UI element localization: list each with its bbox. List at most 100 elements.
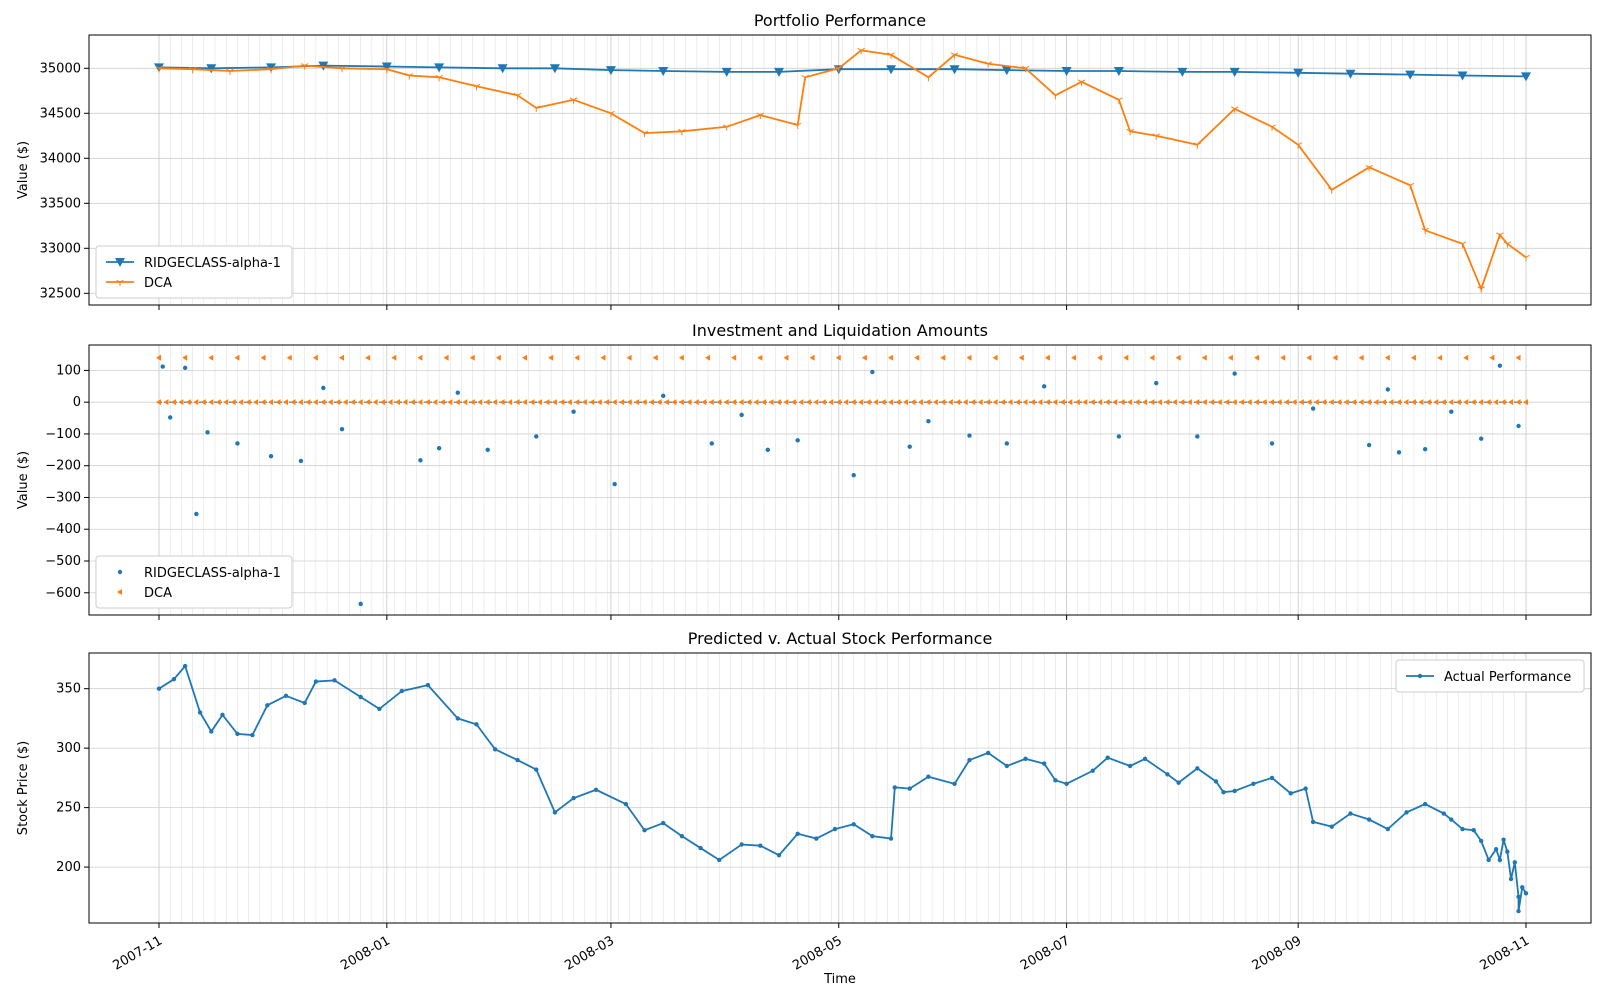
data-point	[1449, 409, 1454, 414]
data-point	[967, 433, 972, 438]
data-point	[1127, 763, 1133, 769]
data-point	[761, 399, 767, 406]
data-point	[798, 399, 804, 406]
data-point	[1418, 399, 1424, 406]
data-point	[678, 354, 684, 361]
data-point	[208, 354, 214, 361]
data-point	[721, 67, 732, 77]
data-point	[1405, 70, 1416, 80]
data-point	[925, 399, 931, 406]
data-point	[495, 354, 501, 361]
data-point	[756, 112, 765, 120]
series-dca	[156, 354, 1528, 406]
data-point	[443, 354, 449, 361]
data-point	[1269, 775, 1275, 781]
data-point	[332, 678, 337, 683]
data-point	[1515, 354, 1521, 361]
data-point	[1022, 399, 1028, 406]
data-point	[1384, 354, 1390, 361]
data-point	[926, 774, 931, 779]
data-point	[873, 399, 879, 406]
x-tick-label: 2008-07	[1018, 933, 1073, 973]
data-point	[1366, 817, 1372, 822]
data-point	[168, 415, 173, 420]
data-point	[235, 731, 240, 737]
data-point	[514, 399, 520, 406]
data-point	[1433, 399, 1439, 406]
y-tick-label: 35000	[40, 61, 81, 76]
data-point	[795, 438, 800, 443]
data-point	[1201, 399, 1207, 406]
data-point	[793, 122, 802, 129]
data-point	[776, 853, 782, 858]
data-point	[604, 399, 610, 406]
y-axis-label: Value ($)	[16, 451, 31, 509]
data-point	[947, 399, 953, 406]
data-point	[596, 399, 602, 406]
data-point	[1041, 761, 1047, 766]
data-point	[600, 354, 606, 361]
data-point	[716, 399, 722, 406]
data-point	[1154, 380, 1159, 386]
data-point	[472, 83, 481, 91]
data-point	[432, 399, 438, 406]
y-tick-label: 33500	[40, 196, 81, 211]
data-point	[387, 399, 393, 406]
data-point	[1523, 399, 1528, 406]
data-point	[709, 441, 714, 446]
data-point	[395, 399, 401, 406]
data-point	[1336, 399, 1342, 406]
data-point	[1023, 756, 1028, 762]
data-point	[1328, 399, 1334, 406]
data-point	[1403, 399, 1409, 406]
data-point	[1239, 399, 1245, 406]
data-point	[193, 399, 199, 406]
data-point	[992, 399, 998, 406]
y-tick-label: 34000	[40, 151, 81, 166]
data-point	[275, 399, 281, 406]
plot-area	[89, 35, 1591, 305]
data-point	[887, 52, 895, 59]
data-point	[820, 399, 826, 406]
data-point	[290, 399, 296, 406]
data-point	[924, 74, 933, 82]
data-point	[952, 781, 957, 787]
data-point	[1227, 354, 1233, 361]
legend-label: RIDGECLASS-alpha-1	[144, 566, 281, 581]
data-point	[1421, 227, 1429, 235]
data-point	[619, 399, 625, 406]
data-point	[1112, 399, 1118, 406]
data-point	[1254, 399, 1260, 406]
data-point	[678, 399, 684, 406]
data-point	[783, 354, 789, 361]
data-point	[1422, 801, 1428, 807]
y-tick-label: −400	[45, 522, 81, 537]
data-point	[1410, 354, 1416, 361]
data-point	[497, 64, 508, 74]
data-point	[1246, 399, 1252, 406]
data-point	[1477, 286, 1485, 293]
data-point	[1440, 399, 1446, 406]
data-point	[1276, 399, 1282, 406]
plot-area	[89, 345, 1591, 615]
data-point	[1449, 817, 1454, 822]
data-point	[895, 399, 901, 406]
data-point	[383, 66, 391, 74]
data-point	[1298, 399, 1304, 406]
data-point	[253, 399, 259, 406]
data-point	[335, 399, 341, 406]
data-point	[865, 399, 871, 406]
data-point	[1195, 434, 1200, 439]
data-point	[1332, 354, 1338, 361]
legend: RIDGECLASS-alpha-1 DCA	[95, 245, 293, 299]
data-point	[425, 682, 431, 688]
data-point	[950, 52, 959, 59]
data-point	[926, 419, 931, 424]
data-point	[312, 354, 318, 361]
data-point	[339, 354, 345, 361]
data-point	[391, 354, 397, 361]
series-ridgeclass-alpha-1	[159, 363, 1526, 607]
data-point	[914, 354, 920, 361]
data-point	[574, 354, 580, 361]
data-point	[1478, 399, 1484, 406]
